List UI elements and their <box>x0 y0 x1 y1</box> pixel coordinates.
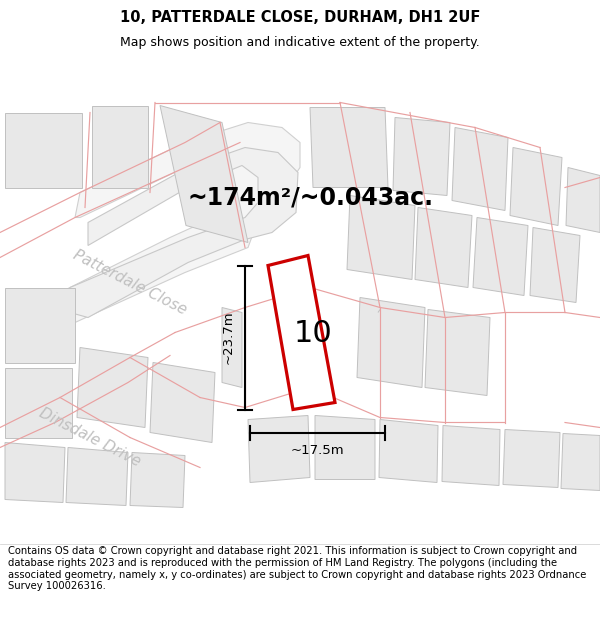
Polygon shape <box>130 452 185 508</box>
Polygon shape <box>503 429 560 488</box>
Polygon shape <box>77 348 148 428</box>
Polygon shape <box>248 416 310 482</box>
Polygon shape <box>310 107 388 188</box>
Text: ~17.5m: ~17.5m <box>290 444 344 458</box>
Polygon shape <box>150 362 215 442</box>
Polygon shape <box>222 308 242 388</box>
Text: ~23.7m: ~23.7m <box>222 311 235 364</box>
Polygon shape <box>347 196 415 279</box>
Text: Contains OS data © Crown copyright and database right 2021. This information is : Contains OS data © Crown copyright and d… <box>8 546 586 591</box>
Polygon shape <box>315 416 375 479</box>
Polygon shape <box>5 368 72 438</box>
Polygon shape <box>473 217 528 296</box>
Polygon shape <box>5 112 82 188</box>
Text: Dinsdale Drive: Dinsdale Drive <box>37 406 143 469</box>
Polygon shape <box>378 309 380 312</box>
Polygon shape <box>452 127 508 211</box>
Text: 10: 10 <box>293 319 332 348</box>
Polygon shape <box>70 148 298 318</box>
Polygon shape <box>425 309 490 396</box>
Polygon shape <box>442 426 500 486</box>
Polygon shape <box>379 419 438 482</box>
Polygon shape <box>5 288 75 362</box>
Text: Map shows position and indicative extent of the property.: Map shows position and indicative extent… <box>120 36 480 49</box>
Text: Patterdale Close: Patterdale Close <box>71 248 189 318</box>
Polygon shape <box>268 256 335 409</box>
Polygon shape <box>393 118 450 196</box>
Text: ~174m²/~0.043ac.: ~174m²/~0.043ac. <box>187 186 433 209</box>
Polygon shape <box>92 106 148 188</box>
Polygon shape <box>5 442 65 503</box>
Polygon shape <box>60 122 300 322</box>
Polygon shape <box>561 434 600 491</box>
Polygon shape <box>530 228 580 302</box>
Polygon shape <box>66 448 128 506</box>
Text: 10, PATTERDALE CLOSE, DURHAM, DH1 2UF: 10, PATTERDALE CLOSE, DURHAM, DH1 2UF <box>120 9 480 24</box>
Polygon shape <box>357 298 425 388</box>
Polygon shape <box>566 168 600 232</box>
Polygon shape <box>160 106 248 242</box>
Polygon shape <box>415 208 472 288</box>
Polygon shape <box>510 148 562 226</box>
